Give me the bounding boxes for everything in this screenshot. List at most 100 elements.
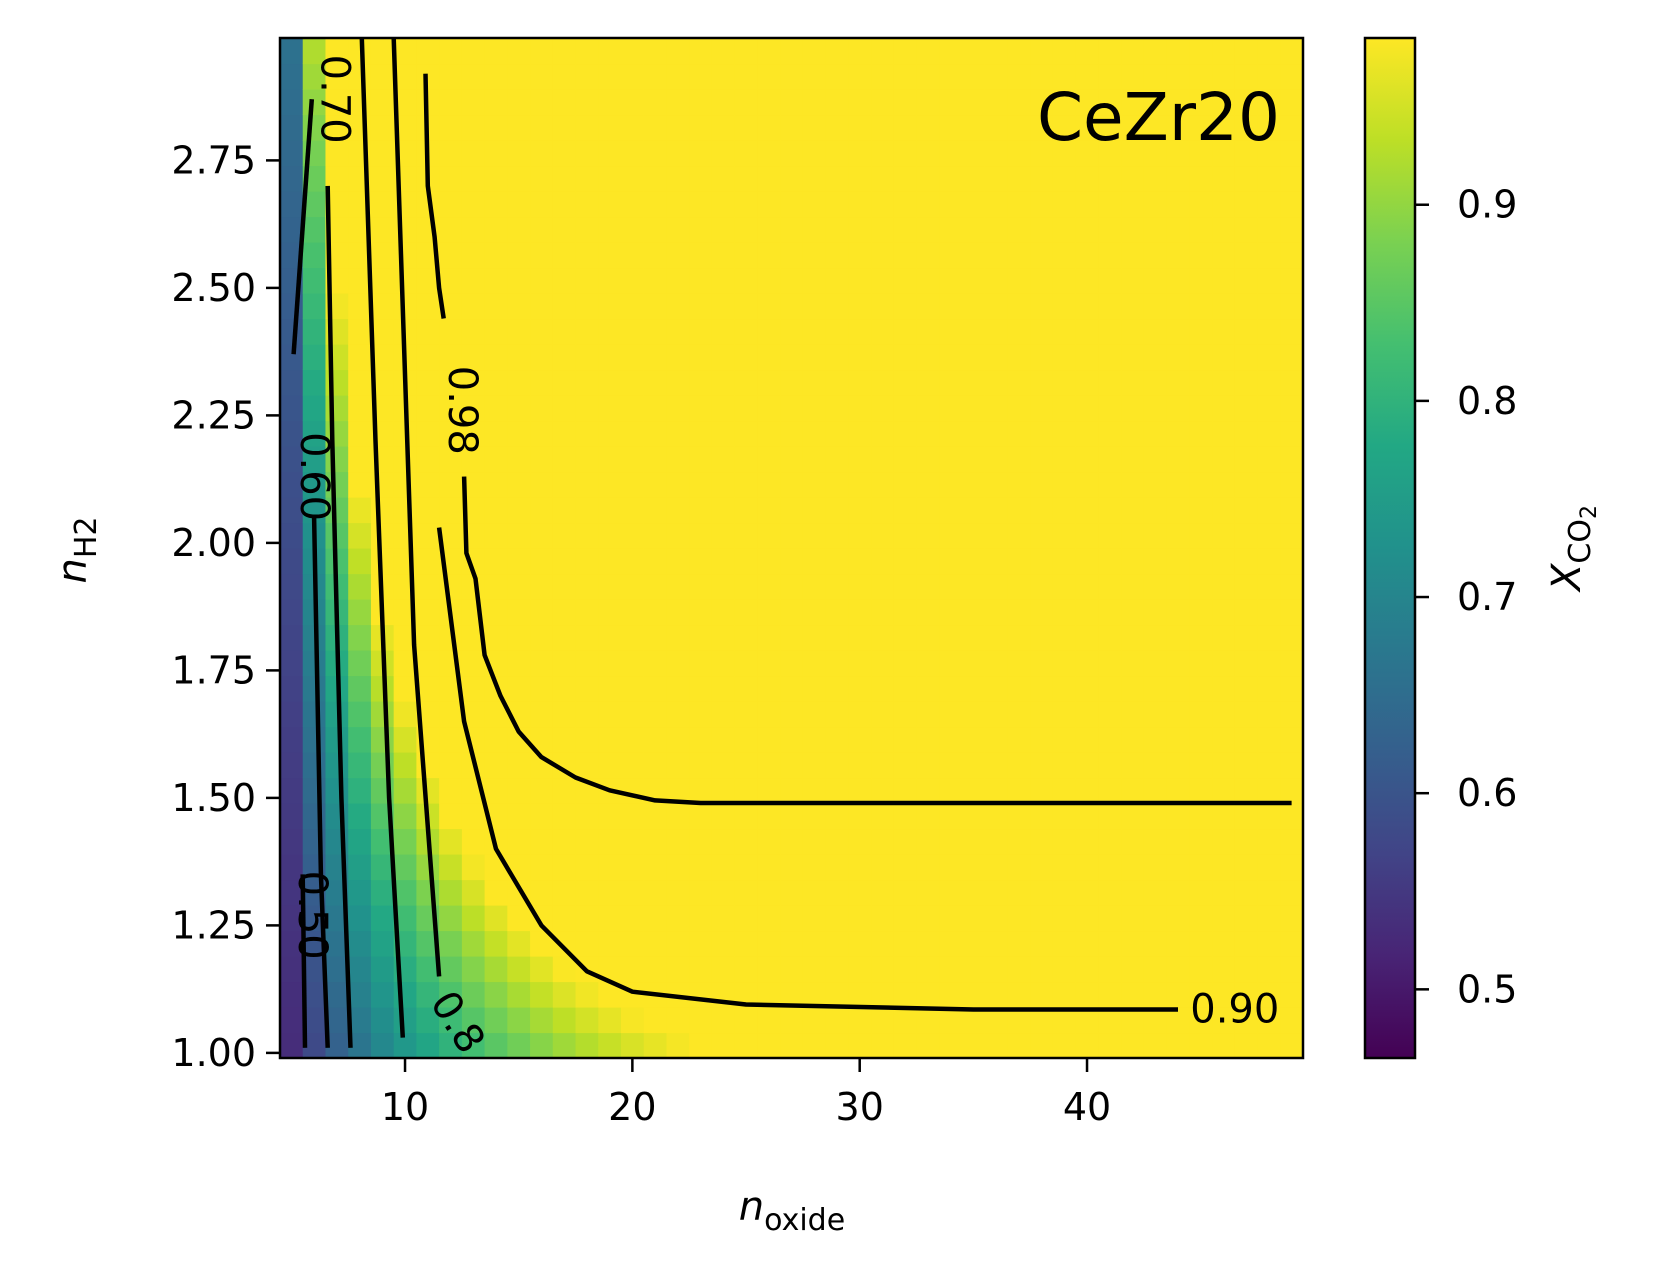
heatmap-cell: [507, 726, 531, 753]
heatmap-cell: [1189, 344, 1213, 371]
x-tick-label: 30: [836, 1085, 884, 1129]
heatmap-cell: [530, 395, 554, 422]
y-tick-label: 1.00: [171, 1031, 256, 1075]
heatmap-cell: [1143, 242, 1168, 269]
heatmap-cell: [621, 216, 645, 243]
heatmap-cell: [1052, 854, 1077, 881]
heatmap-cell: [348, 930, 372, 957]
heatmap-cell: [1007, 548, 1031, 575]
heatmap-cell: [1280, 242, 1303, 269]
heatmap-cell: [530, 956, 554, 983]
heatmap-cell: [1212, 548, 1236, 575]
heatmap-cell: [848, 1007, 872, 1034]
heatmap-cell: [484, 318, 508, 345]
heatmap-cell: [825, 701, 849, 728]
contour-label: 0.50: [289, 871, 335, 960]
heatmap-cell: [1143, 318, 1168, 345]
heatmap-cell: [1098, 395, 1122, 422]
heatmap-cell: [1121, 293, 1145, 320]
heatmap-cell: [552, 599, 577, 626]
heatmap-cell: [1052, 956, 1077, 983]
heatmap-cell: [1121, 140, 1145, 167]
heatmap-cell: [871, 420, 895, 447]
heatmap-cell: [507, 675, 531, 702]
heatmap-cell: [734, 573, 758, 600]
heatmap-cell: [871, 293, 895, 320]
heatmap-cell: [1234, 140, 1259, 167]
heatmap-cell: [1189, 599, 1213, 626]
heatmap-cell: [1098, 573, 1122, 600]
heatmap-cell: [757, 624, 781, 651]
heatmap-cell: [507, 497, 531, 524]
heatmap-cell: [1052, 777, 1077, 804]
heatmap-cell: [1212, 267, 1236, 294]
heatmap-cell: [1166, 267, 1190, 294]
heatmap-cell: [1143, 981, 1168, 1008]
heatmap-cell: [871, 140, 895, 167]
heatmap-cell: [507, 140, 531, 167]
heatmap-cell: [439, 854, 463, 881]
heatmap-cell: [302, 803, 327, 830]
heatmap-cell: [598, 522, 622, 549]
heatmap-cell: [825, 369, 849, 396]
heatmap-cell: [939, 216, 963, 243]
heatmap-cell: [893, 905, 918, 932]
heatmap-cell: [1257, 1032, 1281, 1058]
heatmap-cell: [757, 752, 781, 779]
heatmap-cell: [825, 650, 849, 677]
heatmap-cell: [1212, 675, 1236, 702]
heatmap-cell: [962, 267, 986, 294]
heatmap-cell: [757, 242, 781, 269]
heatmap-cell: [643, 522, 668, 549]
heatmap-cell: [280, 191, 304, 218]
heatmap-cell: [893, 803, 918, 830]
heatmap-cell: [507, 905, 531, 932]
heatmap-cell: [507, 293, 531, 320]
heatmap-cell: [780, 828, 804, 855]
heatmap-cell: [734, 1032, 758, 1058]
heatmap-cell: [1189, 471, 1213, 498]
heatmap-cell: [1234, 344, 1259, 371]
heatmap-cell: [825, 624, 849, 651]
heatmap-cell: [1007, 905, 1031, 932]
heatmap-cell: [552, 854, 577, 881]
heatmap-cell: [530, 1007, 554, 1034]
heatmap-cell: [916, 981, 940, 1008]
heatmap-cell: [507, 803, 531, 830]
heatmap-cell: [962, 981, 986, 1008]
heatmap-cell: [1234, 395, 1259, 422]
heatmap-cell: [757, 777, 781, 804]
heatmap-cell: [757, 38, 781, 65]
heatmap-cell: [1234, 165, 1259, 192]
heatmap-cell: [393, 803, 417, 830]
heatmap-cell: [325, 803, 349, 830]
heatmap-cell: [621, 242, 645, 269]
heatmap-cell: [689, 905, 713, 932]
heatmap-cell: [1257, 854, 1281, 881]
heatmap-cell: [1052, 191, 1077, 218]
heatmap-cell: [348, 318, 372, 345]
heatmap-cell: [507, 956, 531, 983]
heatmap-cell: [1234, 675, 1259, 702]
heatmap-cell: [962, 905, 986, 932]
heatmap-cell: [916, 420, 940, 447]
heatmap-cell: [416, 701, 440, 728]
heatmap-cell: [280, 624, 304, 651]
heatmap-cell: [393, 752, 417, 779]
heatmap-cell: [848, 777, 872, 804]
heatmap-cell: [552, 114, 577, 141]
heatmap-cell: [780, 548, 804, 575]
heatmap-cell: [530, 267, 554, 294]
heatmap-cell: [1212, 752, 1236, 779]
heatmap-cell: [439, 38, 463, 65]
heatmap-cell: [507, 471, 531, 498]
heatmap-cell: [507, 599, 531, 626]
heatmap-cell: [461, 675, 486, 702]
heatmap-cell: [461, 191, 486, 218]
heatmap-cell: [734, 930, 758, 957]
heatmap-cell: [348, 293, 372, 320]
heatmap-cell: [302, 675, 327, 702]
heatmap-cell: [666, 624, 690, 651]
heatmap-cell: [393, 38, 417, 65]
heatmap-cell: [893, 89, 918, 116]
